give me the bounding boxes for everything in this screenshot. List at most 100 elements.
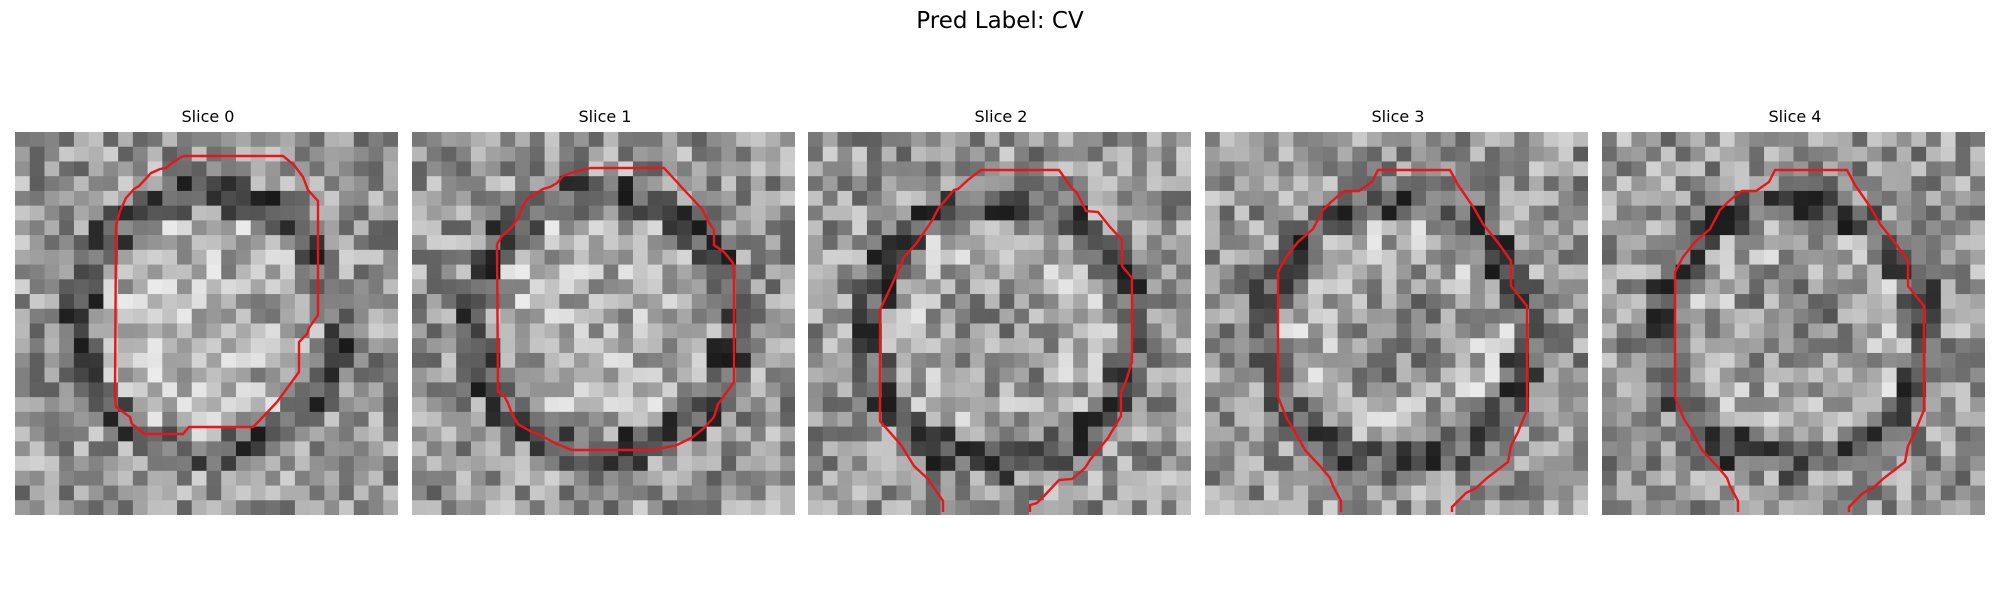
pixel-cell: [1440, 426, 1457, 442]
pixel-cell: [250, 352, 267, 369]
pixel-cell: [339, 470, 355, 487]
pixel-cell: [29, 249, 46, 266]
pixel-cell: [1926, 176, 1942, 192]
pixel-cell: [324, 500, 340, 515]
pixel-cell: [1322, 146, 1339, 163]
pixel-cell: [1263, 132, 1280, 148]
pixel-cell: [866, 338, 883, 354]
pixel-cell: [1808, 500, 1824, 515]
pixel-cell: [1970, 500, 1985, 515]
pixel-cell: [1234, 485, 1250, 501]
pixel-cell: [662, 485, 678, 501]
pixel-cell: [1263, 264, 1280, 280]
pixel-cell: [44, 161, 60, 177]
pixel-cell: [1440, 132, 1457, 148]
pixel-cell: [1646, 338, 1662, 354]
pixel-cell: [529, 235, 546, 251]
pixel-cell: [1690, 367, 1706, 384]
pixel-cell: [750, 264, 767, 280]
pixel-cell: [353, 426, 370, 442]
pixel-cell: [118, 367, 134, 384]
pixel-cell: [736, 456, 752, 472]
pixel-cell: [1058, 338, 1074, 354]
pixel-cell: [677, 397, 693, 413]
pixel-cell: [383, 235, 398, 251]
pixel-cell: [1734, 470, 1750, 487]
pixel-cell: [896, 485, 912, 501]
pixel-cell: [940, 205, 956, 221]
pixel-cell: [955, 220, 971, 236]
pixel-cell: [412, 294, 428, 310]
pixel-cell: [324, 456, 340, 472]
pixel-cell: [1411, 500, 1427, 515]
pixel-cell: [544, 279, 560, 295]
pixel-cell: [1322, 294, 1339, 310]
pixel-cell: [1367, 323, 1383, 339]
pixel-cell: [191, 220, 208, 236]
pixel-cell: [1367, 367, 1383, 384]
pixel-cell: [412, 190, 428, 207]
pixel-cell: [1087, 397, 1104, 413]
pixel-cell: [1263, 352, 1280, 369]
pixel-cell: [1102, 308, 1118, 325]
pixel-cell: [1425, 176, 1442, 192]
pixel-cell: [1719, 338, 1736, 354]
pixel-cell: [837, 426, 853, 442]
pixel-cell: [765, 279, 781, 295]
pixel-cell: [235, 441, 252, 457]
pixel-cell: [441, 397, 457, 413]
pixel-cell: [1161, 456, 1177, 472]
pixel-cell: [984, 426, 1001, 442]
pixel-cell: [866, 235, 883, 251]
pixel-cell: [1911, 161, 1927, 177]
pixel-cell: [309, 176, 325, 192]
pixel-cell: [470, 426, 487, 442]
pixel-cell: [1337, 426, 1353, 442]
pixel-cell: [780, 161, 795, 177]
pixel-cell: [339, 132, 355, 148]
pixel-cell: [1558, 411, 1574, 428]
pixel-cell: [88, 500, 104, 515]
pixel-cell: [1926, 323, 1942, 339]
pixel-cell: [1529, 352, 1545, 369]
pixel-cell: [280, 176, 296, 192]
pixel-cell: [235, 411, 252, 428]
pixel-cell: [235, 146, 252, 163]
pixel-cell: [1205, 235, 1221, 251]
pixel-cell: [691, 146, 708, 163]
pixel-cell: [1087, 308, 1104, 325]
pixel-cell: [750, 176, 767, 192]
pixel-cell: [837, 146, 853, 163]
pixel-cell: [1660, 456, 1677, 472]
pixel-cell: [1308, 367, 1324, 384]
pixel-cell: [1499, 161, 1515, 177]
pixel-cell: [1014, 308, 1030, 325]
pixel-cell: [1425, 205, 1442, 221]
pixel-cell: [1955, 249, 1971, 266]
pixel-cell: [191, 456, 208, 472]
pixel-cell: [1573, 264, 1588, 280]
pixel-cell: [896, 352, 912, 369]
pixel-cell: [1352, 190, 1368, 207]
pixel-cell: [1529, 500, 1545, 515]
pixel-cell: [837, 190, 853, 207]
pixel-cell: [1970, 411, 1985, 428]
pixel-cell: [925, 338, 942, 354]
pixel-cell: [1764, 441, 1780, 457]
pixel-cell: [1970, 249, 1985, 266]
pixel-cell: [852, 308, 868, 325]
pixel-cell: [1529, 132, 1545, 148]
pixel-cell: [1028, 485, 1045, 501]
pixel-cell: [73, 411, 90, 428]
pixel-cell: [485, 411, 501, 428]
pixel-cell: [368, 367, 384, 384]
pixel-cell: [1234, 205, 1250, 221]
pixel-cell: [1234, 132, 1250, 148]
pixel-cell: [1646, 323, 1662, 339]
pixel-cell: [780, 382, 795, 398]
pixel-cell: [1631, 235, 1647, 251]
pixel-cell: [618, 249, 634, 266]
pixel-cell: [250, 235, 267, 251]
pixel-cell: [1867, 367, 1883, 384]
pixel-cell: [1631, 249, 1647, 266]
